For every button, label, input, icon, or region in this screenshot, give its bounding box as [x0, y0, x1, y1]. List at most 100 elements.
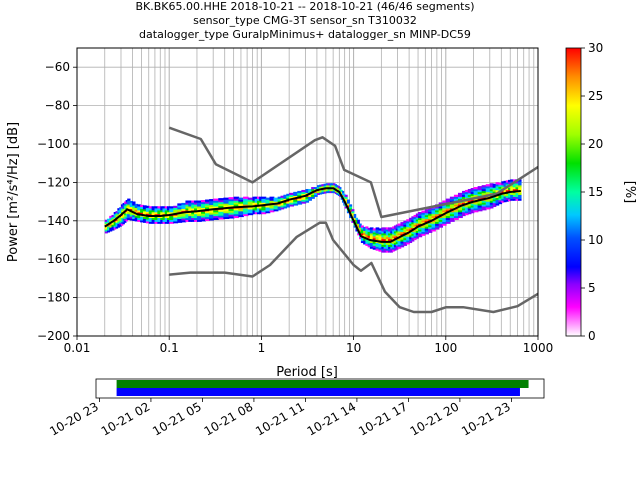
density-cell — [145, 217, 150, 220]
density-cell — [428, 215, 433, 218]
density-cell — [106, 230, 111, 233]
density-cell — [293, 191, 299, 195]
density-cell — [164, 206, 168, 209]
density-cell — [122, 222, 125, 225]
density-cell — [188, 213, 192, 217]
density-cell — [357, 221, 360, 224]
density-cell — [113, 227, 117, 230]
density-cell — [115, 218, 119, 221]
density-cell — [397, 231, 402, 234]
density-cell — [148, 217, 153, 220]
density-cell — [132, 218, 136, 221]
density-cell — [473, 192, 479, 196]
density-cell — [164, 221, 168, 224]
density-cell — [375, 236, 380, 240]
density-cell — [154, 206, 159, 209]
density-cell — [435, 227, 440, 230]
density-cell — [127, 200, 131, 203]
density-cell — [467, 188, 472, 192]
density-cell — [449, 215, 455, 219]
density-cell — [162, 212, 166, 215]
chart-title-line-3: datalogger_type GuralpMinimus+ datalogge… — [139, 28, 471, 41]
density-cell — [194, 219, 198, 222]
density-cell — [438, 208, 444, 211]
density-cell — [243, 198, 249, 201]
density-cell — [134, 217, 139, 220]
density-cell — [238, 197, 244, 200]
density-cell — [365, 239, 369, 243]
density-cell — [403, 224, 408, 227]
density-cell — [413, 237, 417, 241]
density-cell — [319, 184, 323, 187]
density-cell — [166, 210, 170, 213]
density-cell — [510, 194, 514, 197]
density-cell — [181, 216, 187, 219]
density-cell — [157, 208, 162, 211]
density-cell — [325, 183, 329, 186]
density-cell — [424, 230, 429, 233]
density-cell — [289, 194, 295, 197]
density-cell — [316, 192, 320, 196]
density-cell — [435, 217, 440, 220]
density-cell — [223, 212, 230, 216]
density-cell — [467, 208, 472, 211]
density-cell — [286, 205, 290, 208]
density-cell — [261, 208, 267, 211]
density-cell — [137, 204, 141, 207]
density-cell — [181, 212, 187, 215]
density-cell — [360, 227, 364, 230]
density-cell — [169, 219, 175, 222]
density-cell — [489, 204, 494, 207]
density-cell — [369, 235, 374, 238]
density-cell — [125, 201, 128, 205]
density-cell — [327, 188, 331, 192]
density-cell — [453, 202, 459, 205]
density-cell — [372, 236, 377, 239]
density-cell — [481, 208, 487, 211]
density-cell — [464, 205, 469, 208]
density-cell — [498, 188, 503, 191]
density-cell — [367, 241, 371, 244]
density-cell — [188, 219, 192, 222]
density-cell — [503, 200, 507, 203]
density-cell — [385, 233, 389, 236]
density-cell — [181, 206, 187, 209]
density-cell — [381, 233, 385, 236]
density-cell — [383, 229, 387, 232]
density-cell — [151, 208, 156, 211]
density-cell — [467, 200, 472, 203]
density-cell — [151, 219, 156, 222]
density-cell — [378, 249, 383, 252]
density-cell — [223, 201, 230, 204]
density-cell — [122, 214, 125, 217]
density-cell — [145, 211, 150, 214]
density-cell — [512, 187, 517, 190]
density-cell — [489, 202, 494, 205]
density-cell — [360, 229, 364, 232]
density-cell — [265, 199, 271, 202]
density-cell — [418, 215, 423, 219]
density-cell — [381, 236, 385, 240]
density-cell — [481, 206, 487, 209]
density-cell — [106, 220, 111, 223]
density-cell — [111, 228, 115, 231]
density-cell — [191, 219, 195, 222]
density-cell — [383, 233, 387, 236]
density-cell — [228, 216, 235, 219]
density-cell — [381, 244, 385, 247]
density-cell — [512, 198, 517, 201]
density-cell — [120, 219, 124, 222]
timeline-tick-label: 10-21 11 — [253, 399, 307, 438]
density-cell — [431, 221, 436, 224]
density-cell — [151, 221, 156, 224]
density-cell — [418, 217, 423, 220]
density-cell — [492, 200, 497, 204]
density-cell — [381, 246, 385, 249]
density-cell — [205, 199, 210, 202]
density-cell — [481, 187, 487, 190]
density-cell — [508, 197, 512, 200]
density-cell — [160, 215, 164, 219]
density-cell — [151, 217, 156, 220]
density-cell — [119, 207, 122, 210]
density-cell — [411, 220, 415, 223]
